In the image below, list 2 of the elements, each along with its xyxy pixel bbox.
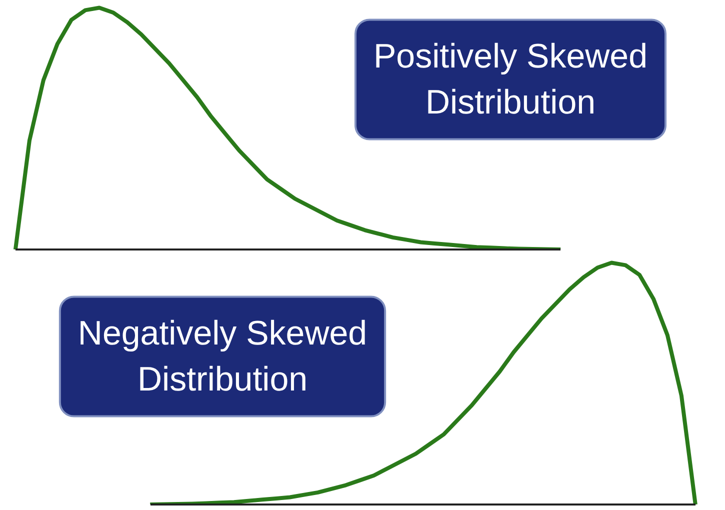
text: Negatively Skewed Distribution	[78, 314, 368, 398]
text: Positively Skewed Distribution	[373, 38, 648, 122]
